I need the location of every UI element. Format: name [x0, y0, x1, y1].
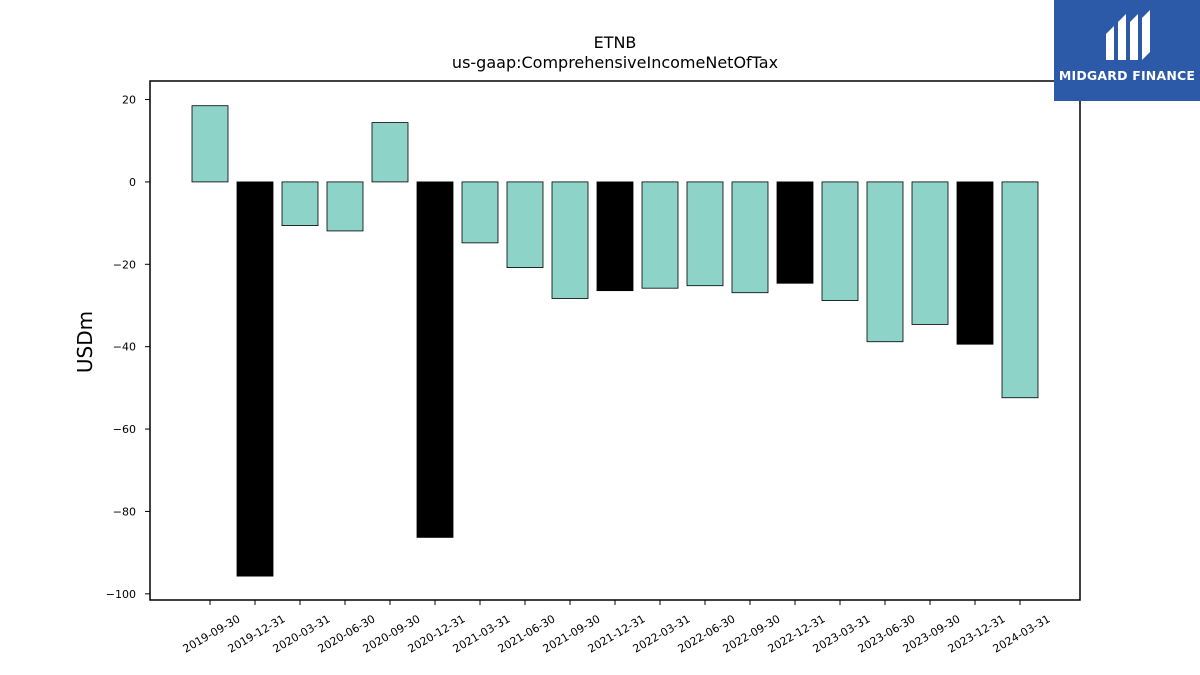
- bar-2021-03-31: [461, 181, 499, 244]
- bar-2020-03-31: [281, 181, 319, 226]
- x-axis-ticks: 2019-09-302019-12-312020-03-312020-06-30…: [181, 600, 1053, 656]
- chart-title: ETNB: [594, 33, 637, 52]
- bars-group: [191, 105, 1039, 577]
- bar-2020-12-31: [416, 181, 454, 538]
- y-tick-label: −100: [106, 588, 136, 601]
- bar-2024-03-31: [1001, 181, 1039, 399]
- bar-2022-06-30: [686, 181, 724, 287]
- bar-2023-03-31: [821, 181, 859, 301]
- y-tick-label: 20: [122, 94, 136, 107]
- bar-2019-12-31: [236, 181, 274, 577]
- logo-text: MIDGARD FINANCE: [1058, 68, 1196, 83]
- bar-2022-03-31: [641, 181, 679, 289]
- bar-2022-12-31: [776, 181, 814, 284]
- bar-2021-06-30: [506, 181, 544, 268]
- y-tick-label: 0: [129, 176, 136, 189]
- y-axis-ticks: 20 0 −20 −40 −60 −80 −100: [106, 94, 150, 601]
- bar-2019-09-30: [191, 105, 229, 183]
- bar-2021-12-31: [596, 181, 634, 292]
- y-axis-label: USDm: [73, 311, 97, 373]
- bar-2023-09-30: [911, 181, 949, 325]
- bar-2020-06-30: [326, 181, 364, 232]
- bar-2023-06-30: [866, 181, 904, 343]
- y-tick-label: −80: [113, 505, 136, 518]
- bar-2023-12-31: [956, 181, 994, 345]
- y-tick-label: −20: [113, 258, 136, 271]
- bar-2021-09-30: [551, 181, 589, 299]
- y-tick-label: −40: [113, 341, 136, 354]
- logo-mark-icon: [1106, 10, 1150, 60]
- y-tick-label: −60: [113, 423, 136, 436]
- company-logo: MIDGARD FINANCE: [1054, 0, 1200, 101]
- plot-frame: [149, 80, 1081, 601]
- bar-2022-09-30: [731, 181, 769, 294]
- bar-2020-09-30: [371, 122, 409, 183]
- chart-subtitle: us-gaap:ComprehensiveIncomeNetOfTax: [452, 53, 778, 72]
